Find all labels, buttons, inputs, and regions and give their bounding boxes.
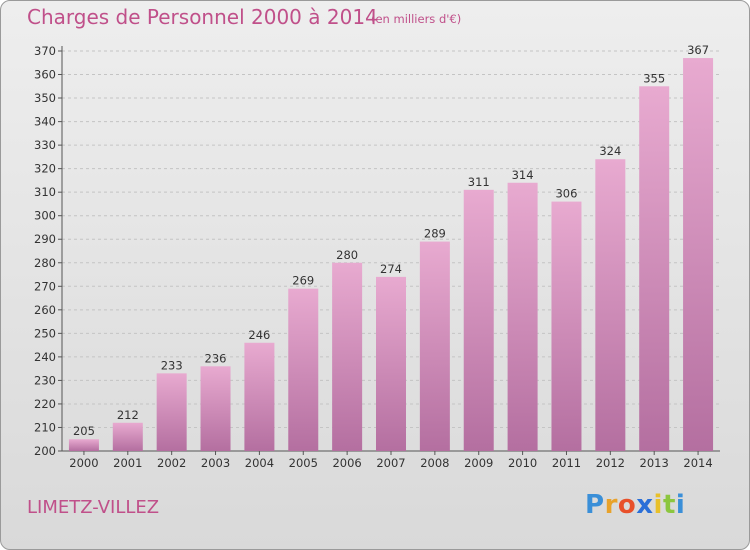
data-label: 280	[336, 248, 358, 262]
x-tick-label: 2000	[69, 456, 98, 470]
y-tick-label: 290	[34, 232, 56, 246]
logo-letter: P	[585, 490, 605, 520]
chart-subtitle: (en milliers d'€)	[371, 12, 462, 26]
data-label: 233	[161, 358, 183, 372]
data-label: 236	[205, 351, 227, 365]
y-tick-label: 320	[34, 162, 56, 176]
bar	[244, 342, 275, 451]
bars	[68, 58, 714, 451]
x-tick-label: 2012	[596, 456, 625, 470]
y-tick-label: 350	[34, 91, 56, 105]
bar	[200, 366, 231, 451]
bar	[507, 182, 538, 451]
bar	[376, 276, 406, 451]
data-label: 289	[424, 227, 446, 241]
y-tick-label: 300	[34, 209, 56, 223]
x-tick-label: 2008	[420, 456, 449, 470]
data-label: 311	[468, 175, 490, 189]
data-label: 324	[599, 144, 621, 158]
y-tick-label: 210	[34, 420, 56, 434]
bar	[551, 201, 582, 451]
logo-letter: i	[675, 490, 686, 520]
data-label: 212	[117, 408, 139, 422]
proxiti-logo: Proxiti	[585, 490, 685, 520]
bar	[288, 288, 319, 451]
data-label: 269	[292, 274, 314, 288]
x-tick-label: 2007	[376, 456, 405, 470]
x-tick-label: 2004	[245, 456, 274, 470]
bar	[68, 439, 99, 451]
bar	[112, 422, 143, 451]
x-tick-label: 2010	[508, 456, 537, 470]
y-tick-label: 310	[34, 185, 56, 199]
x-tick-label: 2013	[640, 456, 669, 470]
bar	[683, 58, 714, 451]
bar	[156, 373, 187, 451]
x-tick-label: 2014	[683, 456, 712, 470]
y-tick-label: 200	[34, 444, 56, 458]
data-label: 367	[687, 43, 709, 57]
town-name: LIMETZ-VILLEZ	[27, 497, 160, 518]
bar	[463, 189, 494, 451]
y-tick-label: 330	[34, 138, 56, 152]
data-label: 205	[73, 424, 95, 438]
y-tick-label: 370	[34, 44, 56, 58]
x-tick-label: 2009	[464, 456, 493, 470]
x-tick-label: 2011	[552, 456, 581, 470]
x-tick-label: 2006	[332, 456, 361, 470]
data-label: 246	[248, 328, 270, 342]
data-label: 314	[512, 168, 534, 182]
y-tick-label: 230	[34, 373, 56, 387]
logo-letter: i	[653, 490, 663, 520]
logo-letter: t	[662, 490, 676, 520]
y-tick-label: 250	[34, 326, 56, 340]
data-label: 274	[380, 262, 402, 276]
y-tick-label: 360	[34, 68, 56, 82]
bar	[639, 86, 670, 451]
data-label: 306	[555, 187, 577, 201]
bar	[419, 241, 450, 451]
y-tick-label: 240	[34, 350, 56, 364]
x-tick-label: 2005	[289, 456, 318, 470]
bar	[332, 262, 363, 451]
bar	[595, 159, 626, 451]
y-tick-label: 340	[34, 115, 56, 129]
logo-letter: x	[636, 490, 654, 520]
x-tick-label: 2002	[157, 456, 186, 470]
logo-letter: r	[604, 490, 618, 520]
chart-title: Charges de Personnel 2000 à 2014	[27, 5, 378, 29]
labels: 200 210 220 230 240 250 260 270 280 290 300 310 320 3…	[34, 43, 713, 470]
logo-letter: o	[617, 490, 637, 520]
y-tick-label: 220	[34, 397, 56, 411]
data-label: 355	[643, 71, 665, 85]
x-tick-label: 2003	[201, 456, 230, 470]
y-tick-label: 260	[34, 303, 56, 317]
y-tick-label: 280	[34, 256, 56, 270]
y-tick-label: 270	[34, 279, 56, 293]
x-tick-label: 2001	[113, 456, 142, 470]
